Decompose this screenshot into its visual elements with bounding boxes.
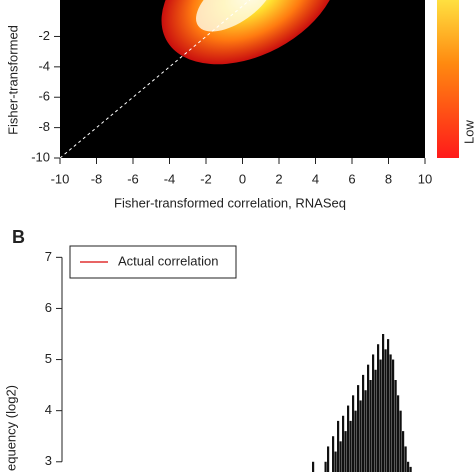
x-tick-label: 0: [239, 171, 246, 186]
y-tick-label: -6: [38, 89, 50, 104]
x-tick-label: 2: [275, 171, 282, 186]
y-tick-label: -8: [38, 119, 50, 134]
bar: [409, 466, 412, 472]
bar: [362, 374, 365, 472]
bar: [344, 431, 347, 472]
bar: [399, 410, 402, 472]
bar: [384, 349, 387, 472]
x-tick-label: 10: [418, 171, 432, 186]
bar: [327, 446, 330, 472]
bar: [354, 410, 357, 472]
bar: [404, 446, 407, 472]
y-tick-label: 7: [45, 249, 52, 264]
bar: [402, 431, 405, 472]
y-tick-label: 3: [45, 453, 52, 468]
bar: [367, 364, 370, 472]
bar: [397, 395, 400, 472]
x-tick-label: 8: [385, 171, 392, 186]
bar: [382, 334, 385, 472]
bar: [352, 395, 355, 472]
bar: [379, 359, 382, 472]
bar: [389, 354, 392, 472]
y-tick-label: -10: [31, 149, 50, 164]
bar: [374, 369, 377, 472]
bar: [332, 436, 335, 472]
bar: [347, 405, 350, 472]
colorbar-label: Low: [461, 119, 474, 143]
bar: [359, 400, 362, 472]
bar: [372, 354, 375, 472]
bar: [342, 415, 345, 472]
x-tick-label: -8: [91, 171, 103, 186]
y-tick-label: -4: [38, 58, 50, 73]
bar: [337, 420, 340, 472]
y-tick-label: -2: [38, 28, 50, 43]
bar: [407, 461, 410, 472]
y-tick-label: 4: [45, 402, 52, 417]
legend-label: Actual correlation: [118, 253, 218, 268]
x-tick-label: 4: [312, 171, 319, 186]
x-tick-label: -6: [127, 171, 139, 186]
bar: [334, 451, 337, 472]
colorbar: [437, 0, 459, 158]
panel-label: B: [12, 227, 25, 247]
bar: [349, 420, 352, 472]
density-blob: [161, 0, 339, 65]
x-tick-label: -2: [200, 171, 212, 186]
bar: [324, 461, 327, 472]
bar: [377, 344, 380, 472]
bar: [369, 380, 372, 472]
bar: [312, 461, 315, 472]
bar: [392, 359, 395, 472]
bar: [394, 380, 397, 472]
bar: [387, 339, 390, 472]
y-tick-label: 6: [45, 300, 52, 315]
x-tick-label: -10: [51, 171, 70, 186]
x-axis-label: Fisher-transformed correlation, RNASeq: [114, 195, 346, 210]
x-tick-label: -4: [164, 171, 176, 186]
y-axis-label: equency (log2): [3, 385, 18, 471]
y-tick-label: 5: [45, 351, 52, 366]
bar: [364, 390, 367, 472]
bar: [339, 441, 342, 472]
y-axis-label: Fisher-transformed: [5, 25, 20, 135]
x-tick-label: 6: [348, 171, 355, 186]
diagonal: [59, 0, 251, 159]
bar: [357, 385, 360, 472]
